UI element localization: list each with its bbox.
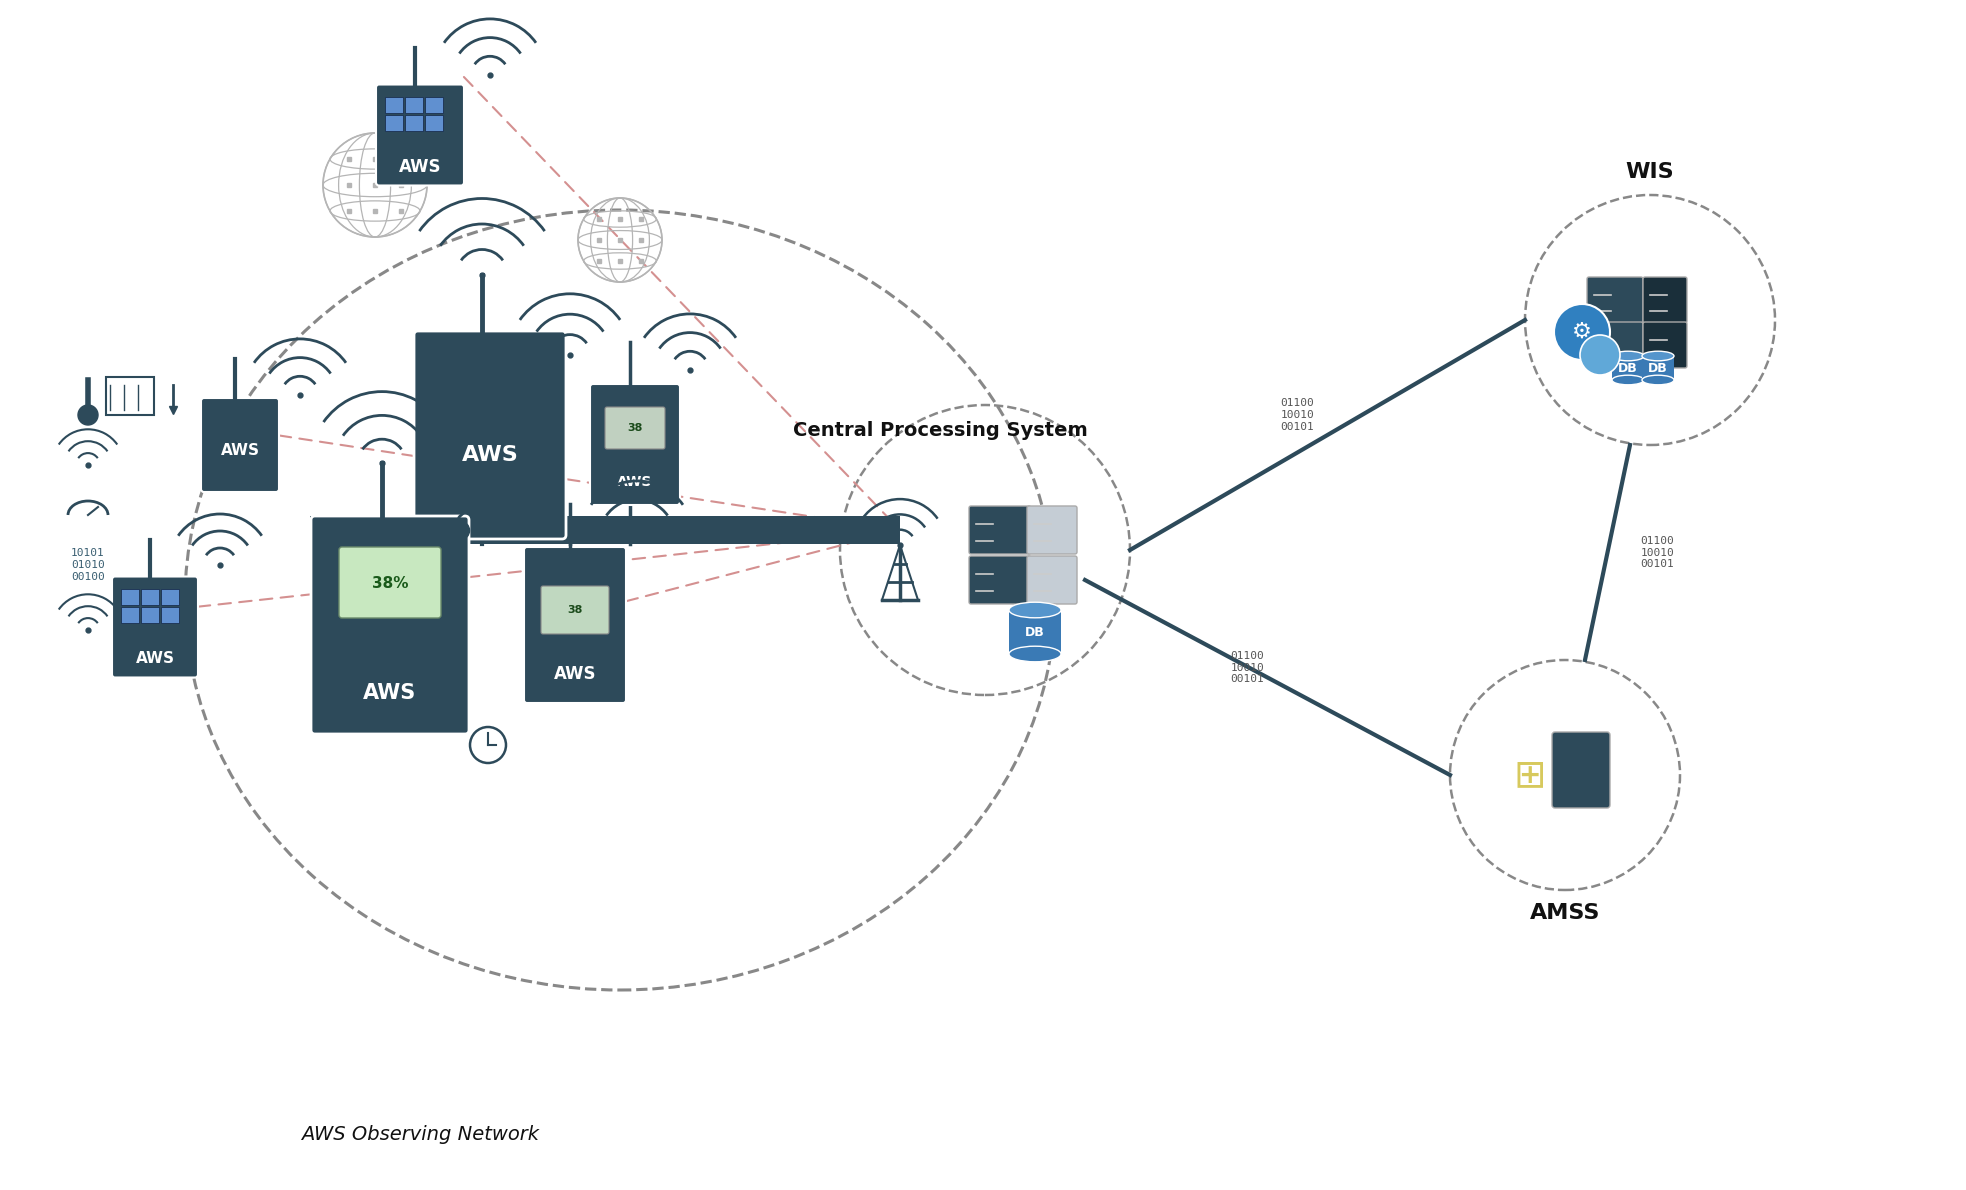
Circle shape: [1581, 336, 1620, 375]
FancyBboxPatch shape: [415, 331, 566, 539]
Text: AWS: AWS: [364, 683, 417, 703]
FancyBboxPatch shape: [590, 384, 680, 505]
FancyBboxPatch shape: [525, 547, 625, 703]
FancyBboxPatch shape: [311, 516, 470, 734]
FancyBboxPatch shape: [1644, 277, 1687, 322]
Text: WIS: WIS: [1626, 162, 1675, 182]
Bar: [405, 115, 423, 131]
FancyBboxPatch shape: [338, 547, 440, 618]
Text: AWS: AWS: [399, 157, 440, 175]
Ellipse shape: [1642, 351, 1673, 361]
FancyBboxPatch shape: [201, 397, 279, 491]
FancyBboxPatch shape: [969, 506, 1030, 555]
Text: AWS: AWS: [136, 651, 175, 666]
Text: ⊞: ⊞: [1514, 756, 1547, 794]
Circle shape: [1553, 303, 1610, 361]
Bar: [1612, 356, 1644, 380]
Bar: [161, 589, 179, 605]
Text: DB: DB: [1648, 362, 1667, 375]
Ellipse shape: [1642, 375, 1673, 384]
Text: 38: 38: [627, 422, 643, 433]
FancyBboxPatch shape: [606, 407, 665, 449]
Text: DB: DB: [1618, 362, 1638, 375]
Bar: [1642, 356, 1673, 380]
FancyBboxPatch shape: [376, 84, 464, 186]
Bar: [161, 607, 179, 624]
Bar: [106, 377, 153, 415]
FancyBboxPatch shape: [1587, 322, 1644, 368]
Text: Central Processing System: Central Processing System: [792, 420, 1087, 439]
FancyBboxPatch shape: [112, 576, 199, 677]
FancyBboxPatch shape: [1587, 277, 1644, 322]
Ellipse shape: [1009, 602, 1062, 618]
Bar: [405, 98, 423, 113]
Ellipse shape: [1009, 646, 1062, 662]
Text: AWS: AWS: [617, 475, 653, 489]
Bar: [122, 589, 140, 605]
Bar: [311, 516, 900, 544]
Ellipse shape: [1612, 375, 1644, 384]
Text: AWS Observing Network: AWS Observing Network: [301, 1126, 539, 1145]
Text: AMSS: AMSS: [1530, 903, 1600, 923]
Text: AWS: AWS: [554, 665, 596, 683]
FancyBboxPatch shape: [1644, 322, 1687, 368]
FancyBboxPatch shape: [1026, 556, 1077, 605]
Ellipse shape: [1612, 351, 1644, 361]
Text: 01100
10010
00101: 01100 10010 00101: [1280, 399, 1315, 432]
Bar: [425, 115, 442, 131]
Text: AWS: AWS: [462, 445, 519, 465]
FancyBboxPatch shape: [1551, 732, 1610, 808]
Circle shape: [79, 405, 98, 425]
Text: 10101
01010
00100: 10101 01010 00100: [71, 549, 104, 582]
Text: 01100
10010
00101: 01100 10010 00101: [1640, 536, 1675, 569]
FancyBboxPatch shape: [969, 556, 1030, 605]
Bar: [385, 98, 403, 113]
Text: 01100
10010
00101: 01100 10010 00101: [1231, 651, 1264, 684]
FancyBboxPatch shape: [541, 585, 609, 634]
Text: AWS: AWS: [220, 443, 260, 457]
Text: 38%: 38%: [372, 576, 409, 590]
Bar: [1009, 610, 1062, 655]
Bar: [142, 589, 159, 605]
Bar: [385, 115, 403, 131]
Bar: [122, 607, 140, 624]
Text: 38: 38: [568, 605, 582, 615]
FancyBboxPatch shape: [1026, 506, 1077, 555]
Text: ⚙: ⚙: [1573, 322, 1592, 342]
Bar: [142, 607, 159, 624]
Text: DB: DB: [1024, 626, 1044, 639]
Bar: [425, 98, 442, 113]
